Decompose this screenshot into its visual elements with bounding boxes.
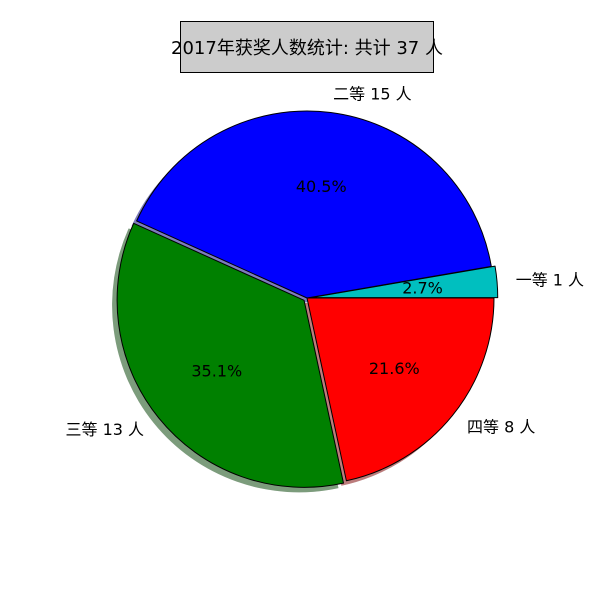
chart-title: 2017年获奖人数统计: 共计 37 人 — [171, 21, 443, 73]
category-label-1: 一等 1 人 — [516, 271, 584, 290]
percent-label-2: 40.5% — [296, 177, 347, 196]
pie-slice-2 — [136, 110, 492, 299]
category-label-3: 三等 13 人 — [66, 420, 145, 439]
category-label-2: 二等 15 人 — [333, 84, 412, 103]
percent-label-4: 21.6% — [369, 359, 420, 378]
percent-label-1: 2.7% — [402, 279, 443, 298]
percent-label-3: 35.1% — [191, 361, 242, 380]
pie-slice-3 — [116, 222, 344, 488]
slice-layer — [116, 110, 499, 488]
label-layer: 2.7% 一等 1 人 40.5% 二等 15 人 35.1% 三等 13 人 21.6% 四… — [66, 84, 585, 439]
pie-slice-4 — [306, 297, 495, 482]
category-label-4: 四等 8 人 — [467, 418, 535, 437]
